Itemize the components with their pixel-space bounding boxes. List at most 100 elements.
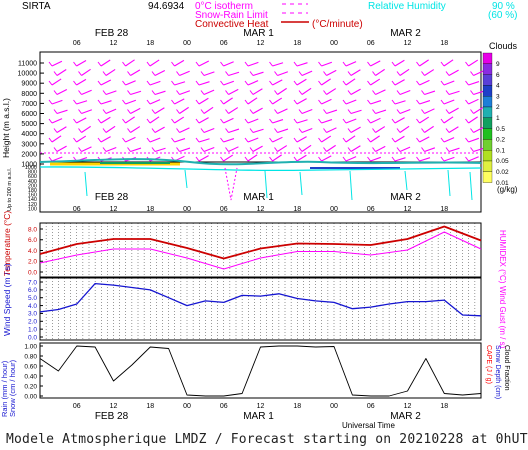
low-height-tick-label: 180 [28, 188, 37, 194]
wind-barb [223, 117, 234, 124]
wind-barb-tick [372, 147, 376, 152]
windgust-axis-label: Wind Gust (m / s) [498, 286, 507, 349]
temperature-yticks: 8.0 6.0 4.0 2.0 0.0 [28, 226, 43, 276]
wind-barb [301, 144, 312, 152]
wind-barb [424, 125, 434, 133]
hour-label: 12 [404, 403, 412, 410]
wind-barb-tick [53, 109, 58, 114]
wind-barb [448, 90, 460, 96]
wind-barb-tick [465, 156, 469, 162]
wind-barb [321, 119, 333, 124]
cloud-scale: Clouds 9 6 4 3 2 1 0.5 0.2 0.1 0.05 0.02 0.01 (g/kg… [482, 41, 518, 194]
wind-barb [252, 88, 263, 95]
wind-barb [473, 126, 484, 133]
wind-barb-tick [195, 80, 200, 86]
wind-barb [424, 90, 436, 96]
wind-barb [296, 154, 307, 162]
wind-barb-tick [53, 90, 58, 95]
wind-barb [56, 126, 67, 133]
wind-barb [443, 156, 455, 162]
cloud-contour [39, 158, 482, 166]
hour-label: 18 [146, 40, 154, 47]
wind-barb-tick [318, 156, 322, 162]
wind-barb [296, 78, 307, 86]
forecast-footer: Modele Atmospherique LMDZ / Forecast sta… [6, 432, 528, 447]
wind-barb-tick [372, 109, 376, 114]
wind-barb [321, 98, 332, 105]
wind-barb [125, 136, 136, 143]
wind-barb-tick [48, 61, 53, 67]
height-tick-label: 11000 [18, 61, 37, 68]
wind-barb [443, 137, 455, 143]
wind-barb [252, 71, 264, 77]
wind-barb [130, 69, 141, 76]
height-tick-label: 8000 [21, 91, 37, 98]
wind-barb-tick [122, 80, 126, 86]
wind-barb [424, 147, 436, 153]
wind-barb [424, 69, 435, 76]
cloud-band [39, 152, 482, 201]
rain-panel: 1.00 0.80 0.60 0.40 0.20 0.00 Rain (mm / hour… [0, 342, 510, 417]
wind-barb [296, 62, 308, 67]
wind-barb-tick [249, 71, 254, 76]
wind-barb-tick [225, 147, 229, 152]
wind-barb-tick [102, 71, 107, 76]
wind-barb-tick [293, 99, 298, 105]
wind-barb-tick [151, 128, 156, 133]
cloud-scale-label: 0.05 [496, 158, 509, 165]
humidex-line [39, 231, 482, 270]
wind-barb-tick [445, 71, 450, 76]
snowdepth-axis-label: Snow Depth (cm) [494, 345, 501, 399]
wind-barb-tick [151, 109, 156, 114]
wind-barb-tick [225, 128, 229, 133]
wind-barb-tick [48, 80, 53, 86]
wind-cloud-panel: 1100010000900080007000600050004000300020… [1, 51, 485, 213]
cloud-scale-label: 4 [496, 83, 500, 90]
rh-drip [264, 170, 268, 199]
wind-barb [154, 90, 166, 96]
day-label: MAR 2 [390, 28, 421, 39]
rh-drip [447, 169, 451, 197]
wind-barb [419, 116, 430, 124]
wind-barb-tick [342, 137, 347, 143]
wind-barb [252, 145, 263, 152]
wind-barb-tick [171, 137, 175, 143]
hour-label: 06 [220, 40, 228, 47]
height-tick-label: 1000 [21, 162, 37, 169]
wind-barb-tick [342, 80, 347, 86]
windspeed-tick-label: 6.0 [28, 287, 37, 294]
wind-barb-tick [48, 137, 53, 143]
wind-barb [443, 80, 455, 86]
hour-label: 18 [293, 403, 301, 410]
cloud-scale-swatch [482, 160, 493, 172]
wind-barb [154, 107, 165, 114]
wind-barb [419, 157, 431, 162]
wind-barb-tick [220, 137, 224, 143]
wind-barb-tick [195, 118, 200, 124]
wind-barb [247, 61, 259, 67]
wind-barb-tick [465, 61, 469, 67]
wind-barb-tick [298, 90, 303, 95]
wind-barb-tick [293, 156, 298, 162]
wind-barb-tick [53, 147, 58, 152]
wind-barb [174, 59, 185, 67]
wind-barb-tick [195, 137, 200, 143]
wind-barb-tick [48, 99, 53, 105]
cloud-scale-unit: (g/kg) [497, 185, 518, 194]
wind-barb-tick [97, 99, 102, 105]
wind-barb-tick [440, 118, 445, 124]
hour-label: 12 [404, 206, 412, 213]
wind-barb-tick [416, 61, 420, 67]
wind-barb [370, 60, 381, 67]
wind-barb [51, 156, 63, 162]
wind-barb [228, 146, 239, 152]
wind-barb [81, 146, 92, 152]
wind-barb [149, 80, 161, 86]
height-tick-label: 6000 [21, 111, 37, 118]
wind-barb [198, 97, 209, 105]
wind-barb [394, 157, 406, 162]
rain-tick-label: 0.00 [24, 393, 37, 400]
hour-label: 00 [183, 403, 191, 410]
wind-barb [149, 116, 160, 124]
wind-barb [76, 78, 87, 86]
